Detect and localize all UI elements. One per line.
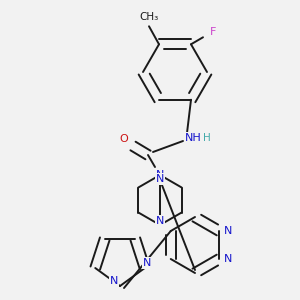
Text: O: O [120, 134, 128, 144]
Text: N: N [142, 258, 151, 268]
Text: H: H [203, 133, 211, 143]
Text: N: N [156, 216, 164, 226]
Text: NH: NH [184, 133, 201, 143]
Text: N: N [156, 174, 164, 184]
Text: CH₃: CH₃ [140, 12, 159, 22]
Text: N: N [156, 170, 164, 180]
Text: F: F [210, 27, 216, 37]
Text: N: N [224, 254, 232, 264]
Text: N: N [224, 226, 232, 236]
Text: N: N [110, 276, 118, 286]
